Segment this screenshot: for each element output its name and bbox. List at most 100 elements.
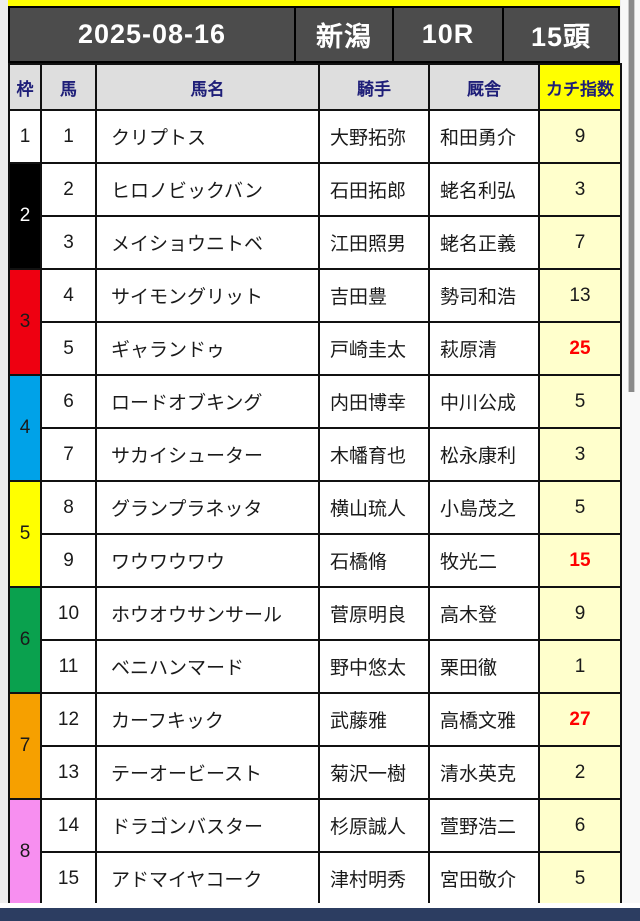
frame-cell: 7: [8, 692, 42, 800]
table-row: 7 サカイシューター 木幡育也 松永康利 3: [9, 427, 622, 482]
table-row: 3 4 サイモングリット 吉田豊 勢司和浩 13: [8, 268, 622, 376]
kachi-index-cell: 9: [538, 109, 622, 164]
jockey-cell: 内田博幸: [318, 374, 430, 429]
horse-name-cell: テーオービースト: [95, 745, 320, 800]
race-title-bar: 2025-08-16 新潟 10R 15頭: [8, 6, 620, 63]
jockey-cell: 石橋脩: [318, 533, 430, 588]
table-row: 11 ベニハンマード 野中悠太 栗田徹 1: [9, 639, 622, 694]
jockey-cell: 津村明秀: [318, 851, 430, 906]
column-header-index: カチ指数: [538, 63, 622, 111]
top-yellow-strip: [8, 0, 620, 6]
stable-cell: 和田勇介: [428, 109, 540, 164]
kachi-index-cell: 5: [538, 374, 622, 429]
table-row: 9 ワウワウワウ 石橋脩 牧光二 15: [9, 533, 622, 588]
table-row: 8 14 ドラゴンバスター 杉原誠人 萱野浩二 6: [8, 798, 622, 906]
stable-cell: 中川公成: [428, 374, 540, 429]
horse-number-cell: 2: [40, 162, 97, 217]
column-header-stable: 厩舎: [428, 63, 540, 111]
horse-name-cell: メイショウニトベ: [95, 215, 320, 270]
stable-cell: 高木登: [428, 586, 540, 641]
column-header-jockey: 騎手: [318, 63, 430, 111]
horse-name-cell: クリプトス: [95, 109, 320, 164]
jockey-cell: 戸崎圭太: [318, 321, 430, 376]
horse-number-cell: 7: [40, 427, 97, 482]
table-row: 5 ギャランドゥ 戸崎圭太 萩原清 25: [9, 321, 622, 376]
table-row: 1 1 クリプトス 大野拓弥 和田勇介 9: [8, 109, 622, 164]
horse-number-cell: 4: [40, 268, 97, 323]
horse-number-cell: 9: [40, 533, 97, 588]
frame-cell: 5: [8, 480, 42, 588]
kachi-index-cell: 13: [538, 268, 622, 323]
table-row: 2 2 ヒロノビックバン 石田拓郎 蛯名利弘 3: [8, 162, 622, 270]
jockey-cell: 菅原明良: [318, 586, 430, 641]
table-row: 15 アドマイヤコーク 津村明秀 宮田敬介 5: [9, 851, 622, 906]
horse-name-cell: アドマイヤコーク: [95, 851, 320, 906]
race-table: 枠 馬 馬名 騎手 厩舎 カチ指数 1 1 クリプトス 大野拓弥 和田勇介 9 2 2 ヒロノビ…: [8, 63, 622, 906]
table-row: 4 6 ロードオブキング 内田博幸 中川公成 5: [8, 374, 622, 482]
column-header-uma: 馬: [40, 63, 97, 111]
stable-cell: 蛯名利弘: [428, 162, 540, 217]
frame-cell: 3: [8, 268, 42, 376]
stable-cell: 牧光二: [428, 533, 540, 588]
horse-name-cell: ホウオウサンサール: [95, 586, 320, 641]
jockey-cell: 木幡育也: [318, 427, 430, 482]
jockey-cell: 大野拓弥: [318, 109, 430, 164]
horse-number-cell: 6: [40, 374, 97, 429]
table-row: 5 8 グランプラネッタ 横山琉人 小島茂之 5: [8, 480, 622, 588]
horse-number-cell: 1: [40, 109, 97, 164]
jockey-cell: 石田拓郎: [318, 162, 430, 217]
horse-number-cell: 3: [40, 215, 97, 270]
jockey-cell: 横山琉人: [318, 480, 430, 535]
column-header-name: 馬名: [95, 63, 320, 111]
jockey-cell: 杉原誠人: [318, 798, 430, 853]
jockey-cell: 武藤雅: [318, 692, 430, 747]
horse-name-cell: サイモングリット: [95, 268, 320, 323]
horse-number-cell: 10: [40, 586, 97, 641]
bottom-gap: [0, 903, 640, 908]
horse-number-cell: 13: [40, 745, 97, 800]
table-header-row: 枠 馬 馬名 騎手 厩舎 カチ指数: [8, 63, 622, 111]
kachi-index-cell: 5: [538, 851, 622, 906]
horse-name-cell: ベニハンマード: [95, 639, 320, 694]
horse-name-cell: カーフキック: [95, 692, 320, 747]
stable-cell: 清水英克: [428, 745, 540, 800]
bottom-navy-bar: [0, 908, 640, 921]
horse-name-cell: ギャランドゥ: [95, 321, 320, 376]
frame-cell: 1: [8, 109, 42, 164]
stable-cell: 宮田敬介: [428, 851, 540, 906]
table-row: 7 12 カーフキック 武藤雅 高橋文雅 27: [8, 692, 622, 800]
race-head-count: 15頭: [504, 8, 618, 61]
stable-cell: 小島茂之: [428, 480, 540, 535]
horse-number-cell: 14: [40, 798, 97, 853]
kachi-index-cell: 3: [538, 427, 622, 482]
scrollbar-track: [621, 0, 640, 908]
race-number: 10R: [394, 8, 502, 61]
horse-number-cell: 5: [40, 321, 97, 376]
horse-name-cell: サカイシューター: [95, 427, 320, 482]
kachi-index-cell: 27: [538, 692, 622, 747]
kachi-index-cell: 2: [538, 745, 622, 800]
stable-cell: 勢司和浩: [428, 268, 540, 323]
scrollbar-thumb[interactable]: [628, 0, 635, 392]
frame-cell: 4: [8, 374, 42, 482]
horse-name-cell: グランプラネッタ: [95, 480, 320, 535]
kachi-index-cell: 15: [538, 533, 622, 588]
table-row: 6 10 ホウオウサンサール 菅原明良 高木登 9: [8, 586, 622, 694]
kachi-index-cell: 7: [538, 215, 622, 270]
stable-cell: 松永康利: [428, 427, 540, 482]
stable-cell: 萱野浩二: [428, 798, 540, 853]
jockey-cell: 吉田豊: [318, 268, 430, 323]
horse-name-cell: ヒロノビックバン: [95, 162, 320, 217]
jockey-cell: 江田照男: [318, 215, 430, 270]
horse-name-cell: ロードオブキング: [95, 374, 320, 429]
horse-number-cell: 15: [40, 851, 97, 906]
race-date: 2025-08-16: [10, 8, 294, 61]
horse-name-cell: ドラゴンバスター: [95, 798, 320, 853]
kachi-index-cell: 1: [538, 639, 622, 694]
frame-cell: 8: [8, 798, 42, 906]
stable-cell: 高橋文雅: [428, 692, 540, 747]
race-card-sheet: 2025-08-16 新潟 10R 15頭 枠 馬 馬名 騎手 厩舎 カチ指数 …: [8, 0, 622, 906]
jockey-cell: 菊沢一樹: [318, 745, 430, 800]
table-row: 13 テーオービースト 菊沢一樹 清水英克 2: [9, 745, 622, 800]
